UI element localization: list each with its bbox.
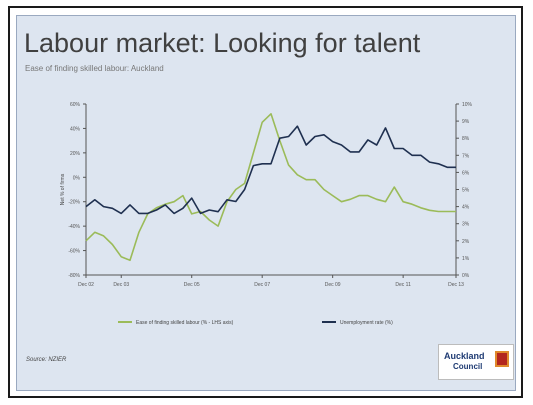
y-right-tick-label: 6% — [462, 170, 470, 176]
y-left-tick-label: 60% — [70, 102, 81, 108]
y-right-tick-label: 5% — [462, 188, 470, 194]
legend-label: Ease of finding skilled labour (% - LHS … — [136, 320, 234, 326]
y-right-tick-label: 0% — [462, 273, 470, 279]
y-right-tick-label: 9% — [462, 119, 470, 125]
x-tick-label: Dec 09 — [325, 282, 341, 288]
auckland-council-logo: Auckland Council — [438, 344, 514, 380]
x-tick-label: Dec 05 — [184, 282, 200, 288]
logo-mark-icon — [495, 351, 509, 367]
logo-text-line2: Council — [453, 362, 483, 371]
y-left-tick-label: -20% — [68, 200, 80, 206]
y-axis-left-label: Net % of firms — [60, 173, 66, 205]
series-line-unemployment — [85, 125, 456, 215]
x-tick-label: Dec 13 — [448, 282, 464, 288]
x-tick-label: Dec 11 — [395, 282, 411, 288]
series-line-skilled-labour — [85, 113, 456, 262]
y-left-tick-label: -60% — [68, 249, 80, 255]
x-tick-label: Dec 02 — [78, 282, 94, 288]
x-tick-label: Dec 03 — [113, 282, 129, 288]
y-right-tick-label: 3% — [462, 222, 470, 228]
source-note: Source: NZIER — [26, 357, 67, 363]
y-left-tick-label: -40% — [68, 224, 80, 230]
y-right-tick-label: 7% — [462, 153, 470, 159]
y-right-tick-label: 8% — [462, 136, 470, 142]
y-left-tick-label: 40% — [70, 126, 81, 132]
x-tick-label: Dec 07 — [254, 282, 270, 288]
legend-label: Unemployment rate (%) — [340, 320, 393, 326]
logo-text-line1: Auckland — [444, 351, 485, 361]
y-right-tick-label: 4% — [462, 205, 470, 211]
y-left-tick-label: -80% — [68, 273, 80, 279]
y-right-tick-label: 10% — [462, 102, 473, 108]
y-right-tick-label: 1% — [462, 256, 470, 262]
page-title: Labour market: Looking for talent — [24, 28, 421, 58]
y-left-tick-label: 20% — [70, 151, 81, 157]
y-left-tick-label: 0% — [73, 175, 81, 181]
y-right-tick-label: 2% — [462, 239, 470, 245]
chart-subtitle: Ease of finding skilled labour: Auckland — [25, 64, 164, 73]
